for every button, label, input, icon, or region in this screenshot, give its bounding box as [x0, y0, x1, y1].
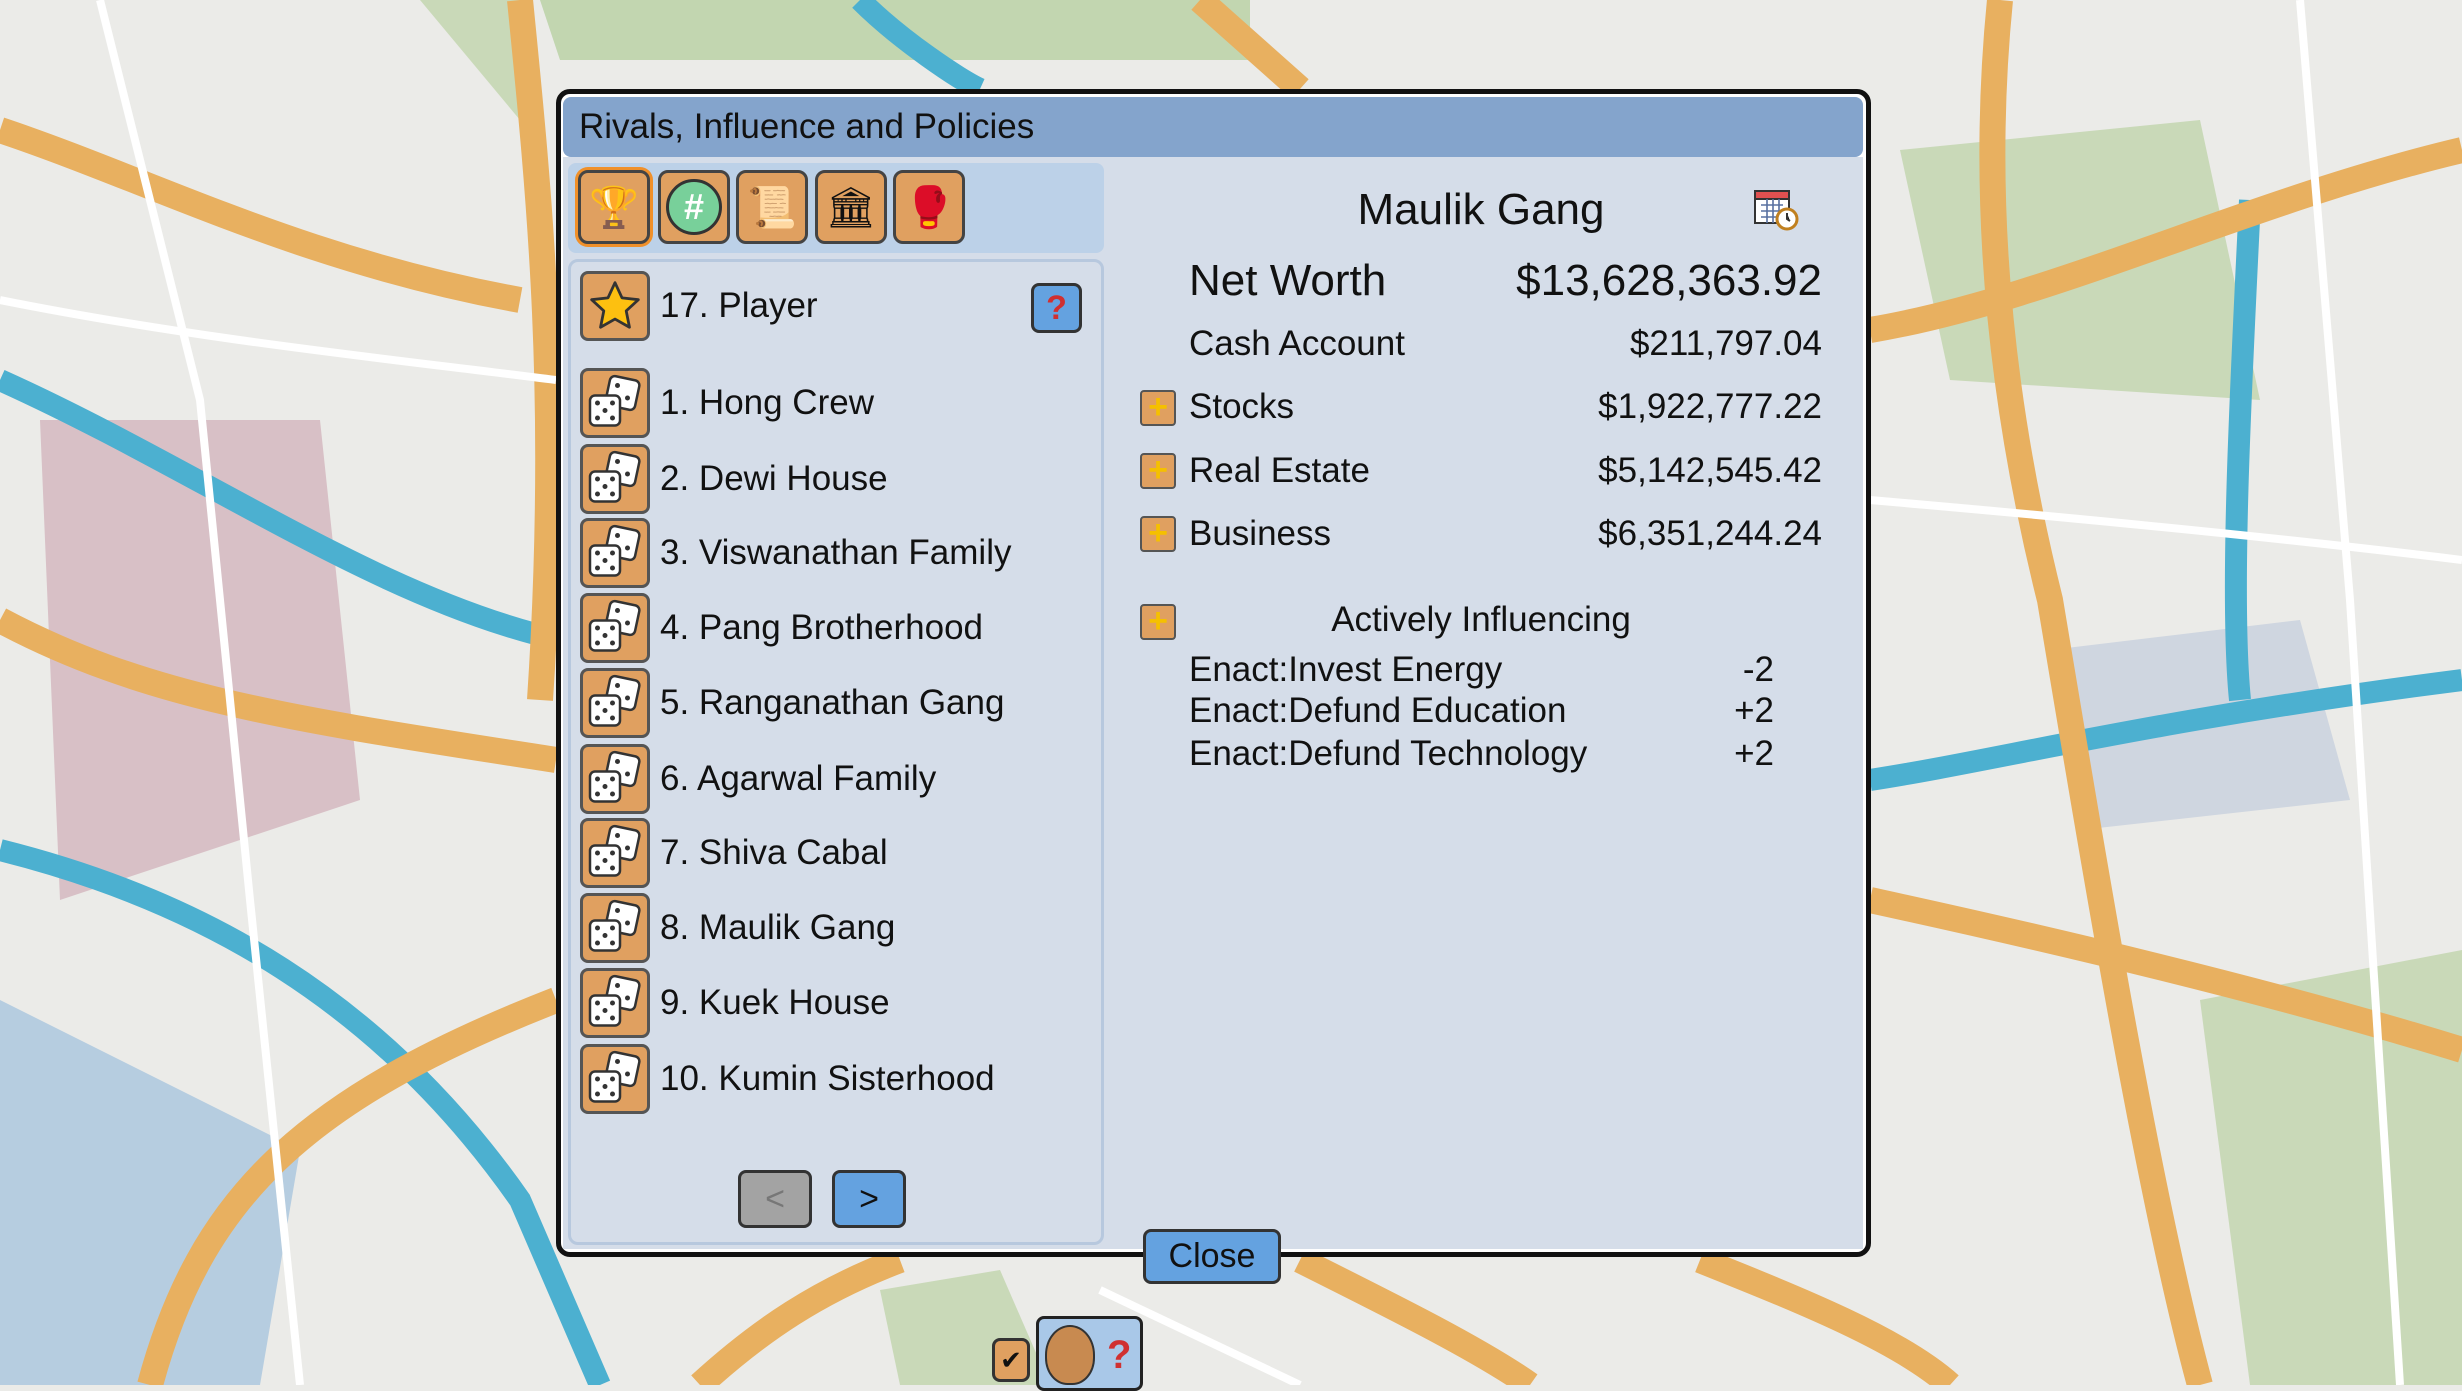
net-worth-value: $13,628,363.92	[1516, 256, 1822, 305]
tab-leaderboard[interactable]: 🏆	[578, 170, 650, 244]
influence-value: -2	[1742, 650, 1774, 689]
rival-item-label[interactable]: 3. Viswanathan Family	[660, 533, 1012, 572]
rival-item-label[interactable]: 7. Shiva Cabal	[660, 833, 888, 872]
calendar-clock-icon[interactable]	[1751, 185, 1799, 233]
influencing-title: Actively Influencing	[1331, 600, 1631, 639]
advisor-help-button[interactable]: ?	[1036, 1316, 1143, 1391]
rival-item-icon[interactable]	[580, 1044, 650, 1114]
expand-business-button[interactable]: +	[1140, 516, 1176, 552]
stocks-value: $1,922,777.22	[1598, 387, 1822, 426]
influence-policy: Enact:Defund Technology	[1189, 734, 1588, 773]
dialog-title: Rivals, Influence and Policies	[563, 97, 1863, 157]
dice-icon	[588, 824, 641, 877]
rival-item-icon[interactable]	[580, 893, 650, 963]
rival-item-label[interactable]: 4. Pang Brotherhood	[660, 608, 984, 647]
rival-item-icon[interactable]	[580, 593, 650, 663]
star-icon	[590, 281, 640, 329]
rival-item-label[interactable]: 2. Dewi House	[660, 459, 888, 498]
rival-item-icon[interactable]	[580, 818, 650, 888]
player-item[interactable]	[580, 271, 650, 341]
rival-item-icon[interactable]	[580, 518, 650, 588]
rival-list-panel	[568, 259, 1104, 1245]
close-button[interactable]: Close	[1143, 1229, 1281, 1284]
help-button[interactable]: ?	[1031, 283, 1082, 333]
rival-item-icon[interactable]	[580, 368, 650, 438]
dice-icon	[588, 750, 641, 803]
rival-item-label[interactable]: 6. Agarwal Family	[660, 759, 937, 798]
dice-icon	[588, 599, 641, 652]
expand-stocks-button[interactable]: +	[1140, 390, 1176, 426]
cash-label: Cash Account	[1189, 324, 1405, 363]
net-worth-label: Net Worth	[1189, 256, 1387, 305]
influence-value: +2	[1734, 691, 1774, 730]
rivalry-fist-icon: 🥊	[904, 185, 954, 230]
rival-item-label[interactable]: 9. Kuek House	[660, 983, 890, 1022]
rival-item-icon[interactable]	[580, 444, 650, 514]
checkmark-icon: ✔	[1000, 1344, 1022, 1375]
player-label[interactable]: 17. Player	[660, 286, 818, 325]
tab-government[interactable]: 🏛	[815, 170, 887, 244]
rival-item-icon[interactable]	[580, 968, 650, 1038]
dice-icon	[588, 974, 641, 1027]
real-estate-value: $5,142,545.42	[1598, 451, 1822, 490]
law-government-icon: 🏛	[825, 185, 877, 230]
question-mark-icon: ?	[1046, 288, 1067, 327]
stocks-label: Stocks	[1189, 387, 1295, 426]
cash-value: $211,797.04	[1629, 324, 1822, 363]
influence-policy: Enact:Invest Energy	[1189, 650, 1503, 689]
policy-document-icon: 📜	[747, 185, 797, 230]
dice-icon	[588, 899, 641, 952]
rival-item-icon[interactable]	[580, 744, 650, 814]
checkbox[interactable]: ✔	[992, 1338, 1030, 1382]
expand-influencing-button[interactable]: +	[1140, 604, 1176, 640]
business-value: $6,351,244.24	[1598, 514, 1822, 553]
rival-item-label[interactable]: 8. Maulik Gang	[660, 908, 896, 947]
question-mark-icon: ?	[1107, 1333, 1132, 1377]
business-label: Business	[1189, 514, 1332, 553]
rival-item-icon[interactable]	[580, 668, 650, 738]
next-page-button[interactable]: >	[832, 1170, 906, 1228]
dice-icon	[588, 450, 641, 503]
expand-real-estate-button[interactable]: +	[1140, 453, 1176, 489]
influence-policy: Enact:Defund Education	[1189, 691, 1567, 730]
real-estate-label: Real Estate	[1189, 451, 1370, 490]
prev-page-button[interactable]: <	[738, 1170, 812, 1228]
dice-icon	[588, 674, 641, 727]
dice-icon	[588, 1050, 641, 1103]
tab-social[interactable]: #	[658, 170, 730, 244]
advisor-avatar-icon	[1045, 1325, 1095, 1385]
rival-item-label[interactable]: 5. Ranganathan Gang	[660, 683, 1005, 722]
tab-policies[interactable]: 📜	[736, 170, 808, 244]
influence-value: +2	[1734, 734, 1774, 773]
rival-name: Maulik Gang	[1357, 185, 1605, 234]
leaderboard-podium-icon: 🏆	[589, 185, 639, 230]
rival-item-label[interactable]: 1. Hong Crew	[660, 383, 874, 422]
rival-item-label[interactable]: 10. Kumin Sisterhood	[660, 1059, 995, 1098]
hashtag-chat-icon: #	[666, 179, 722, 235]
dice-icon	[588, 374, 641, 427]
dice-icon	[588, 524, 641, 577]
tab-rivalry[interactable]: 🥊	[893, 170, 965, 244]
